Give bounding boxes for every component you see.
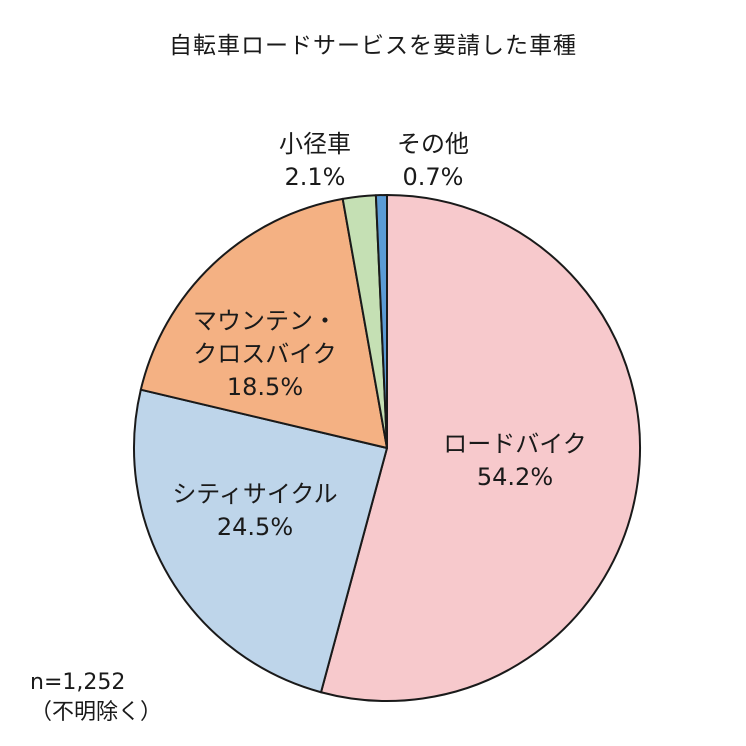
slice-label-city-cycle: シティサイクル 24.5% bbox=[150, 478, 360, 544]
chart-title: 自転車ロードサービスを要請した車種 bbox=[169, 33, 577, 59]
pie-slice-road-bike bbox=[320, 194, 641, 702]
slice-name-mountain-cross-line1: マウンテン・ bbox=[193, 307, 337, 335]
slice-value-small-wheel: 2.1% bbox=[284, 163, 346, 191]
slice-name-city-cycle: シティサイクル bbox=[172, 480, 338, 508]
slice-name-other: その他 bbox=[397, 130, 469, 158]
slice-label-road-bike: ロードバイク 54.2% bbox=[420, 428, 610, 494]
pie-slice-city-cycle bbox=[133, 388, 388, 694]
slice-value-mountain-cross: 18.5% bbox=[226, 373, 304, 401]
slice-name-small-wheel: 小径車 bbox=[279, 130, 351, 158]
slice-value-other: 0.7% bbox=[402, 163, 464, 191]
slice-label-small-wheel: 小径車 2.1% bbox=[260, 128, 370, 194]
pie-slice-other bbox=[374, 193, 388, 449]
pie-slices bbox=[133, 193, 641, 702]
sample-size-note: n=1,252 （不明除く） bbox=[30, 668, 162, 728]
slice-name-mountain-cross-line2: クロスバイク bbox=[193, 340, 337, 368]
pie-slice-mountain-cross bbox=[139, 197, 388, 449]
slice-value-road-bike: 54.2% bbox=[476, 463, 554, 491]
exclusion-note: （不明除く） bbox=[30, 700, 163, 725]
slice-value-city-cycle: 24.5% bbox=[216, 513, 294, 541]
slice-label-other: その他 0.7% bbox=[378, 128, 488, 194]
slice-name-road-bike: ロードバイク bbox=[443, 430, 587, 458]
slice-label-mountain-cross: マウンテン・ クロスバイク 18.5% bbox=[160, 305, 370, 404]
sample-size: n=1,252 bbox=[30, 670, 126, 695]
